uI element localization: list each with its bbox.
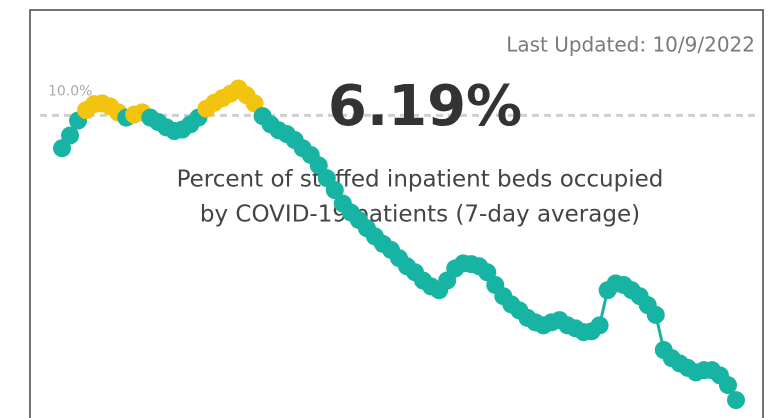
data-point	[590, 316, 609, 335]
subtitle: by COVID-19 patients (7-day average)	[200, 202, 640, 228]
reference-label: 10.0%	[48, 83, 92, 99]
card-frame	[29, 9, 764, 418]
data-point	[61, 126, 80, 145]
kpi-value: 6.19%	[328, 74, 522, 139]
data-point	[325, 181, 344, 200]
data-point	[718, 376, 737, 395]
data-point	[727, 391, 745, 410]
subtitle: Percent of staffed inpatient beds occupi…	[177, 167, 664, 193]
data-point	[646, 305, 665, 324]
last-updated: Last Updated: 10/9/2022	[506, 33, 755, 57]
